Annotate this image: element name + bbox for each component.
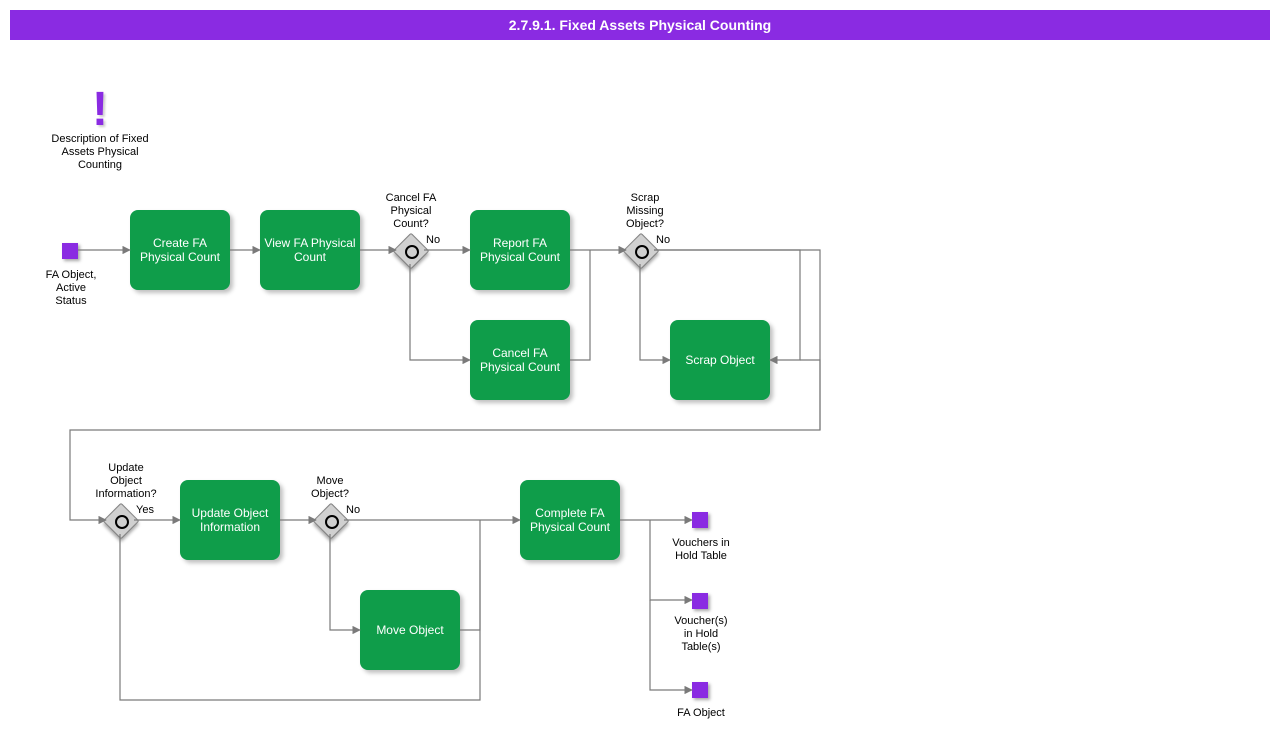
page-title: 2.7.9.1. Fixed Assets Physical Counting (10, 10, 1270, 40)
gateway-update-info (108, 508, 132, 532)
attention-icon: ! (92, 82, 108, 137)
end-event-vouchers-hold-label: Vouchers inHold Table (666, 537, 736, 563)
end-event-vouchers-hold-tables (692, 593, 708, 609)
start-event (62, 243, 78, 259)
gateway-move-object-no-label: No (346, 504, 360, 517)
task-cancel-fa-physical-count[interactable]: Cancel FAPhysical Count (470, 320, 570, 400)
task-scrap-object[interactable]: Scrap Object (670, 320, 770, 400)
gateway-cancel-count-label: Cancel FAPhysicalCount? (376, 192, 446, 232)
gateway-scrap-missing (628, 238, 652, 262)
task-complete-fa-physical-count[interactable]: Complete FAPhysical Count (520, 480, 620, 560)
end-event-fa-object (692, 682, 708, 698)
gateway-scrap-missing-label: ScrapMissingObject? (610, 192, 680, 232)
end-event-fa-object-label: FA Object (666, 707, 736, 720)
start-event-label: FA Object,ActiveStatus (38, 269, 104, 309)
gateway-move-object (318, 508, 342, 532)
end-event-vouchers-hold-tables-label: Voucher(s)in HoldTable(s) (666, 615, 736, 655)
task-move-object[interactable]: Move Object (360, 590, 460, 670)
task-report-fa-physical-count[interactable]: Report FAPhysical Count (470, 210, 570, 290)
description-label: Description of FixedAssets PhysicalCount… (40, 133, 160, 173)
gateway-cancel-count (398, 238, 422, 262)
task-update-object-information[interactable]: Update ObjectInformation (180, 480, 280, 560)
end-event-vouchers-hold (692, 512, 708, 528)
task-create-fa-physical-count[interactable]: Create FAPhysical Count (130, 210, 230, 290)
gateway-cancel-count-no-label: No (426, 234, 440, 247)
gateway-update-info-label: UpdateObjectInformation? (86, 462, 166, 502)
task-view-fa-physical-count[interactable]: View FA PhysicalCount (260, 210, 360, 290)
gateway-scrap-missing-no-label: No (656, 234, 670, 247)
flow-edges (0, 0, 1280, 741)
gateway-update-info-yes-label: Yes (136, 504, 154, 517)
gateway-move-object-label: MoveObject? (300, 475, 360, 501)
